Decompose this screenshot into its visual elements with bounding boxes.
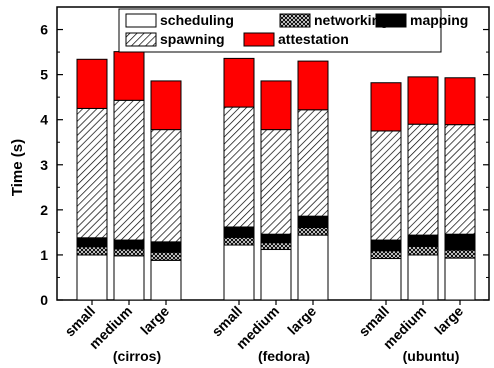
bar-segment-scheduling <box>113 255 145 301</box>
legend-swatch-spawning <box>125 32 157 47</box>
bar-segment-networking <box>297 226 329 236</box>
x-category-label: large <box>431 303 466 338</box>
bar-segment-networking <box>260 242 292 251</box>
bar-segment-mapping <box>260 233 292 244</box>
bar-segment-attestation <box>260 80 292 131</box>
legend-label-scheduling: scheduling <box>160 12 234 28</box>
group-label: (fedora) <box>258 348 310 364</box>
bar-segment-mapping <box>407 234 439 247</box>
bar-segment-scheduling <box>150 259 182 301</box>
legend-label-attestation: attestation <box>278 31 349 47</box>
legend-label-networking: networking <box>314 12 389 28</box>
bar-segment-networking <box>223 236 255 246</box>
bar-segment-spawning <box>113 99 145 241</box>
x-category-label: large <box>284 303 319 338</box>
bar-segment-scheduling <box>370 258 402 301</box>
group-label: (ubuntu) <box>403 348 460 364</box>
y-tick-label: 3 <box>40 157 48 173</box>
bar-segment-attestation <box>444 77 476 126</box>
bar-segment-networking <box>407 245 439 256</box>
bar-segment-mapping <box>370 239 402 252</box>
bar-segment-networking <box>444 249 476 259</box>
group-label: (cirros) <box>113 348 161 364</box>
legend-swatch-networking <box>279 13 311 28</box>
bar-segment-spawning <box>444 124 476 235</box>
bar-segment-mapping <box>297 215 329 228</box>
bar-segment-mapping <box>113 239 145 250</box>
legend-swatch-attestation <box>243 32 275 47</box>
bar-segment-networking <box>150 251 182 261</box>
bar-segment-spawning <box>223 106 255 228</box>
legend-label-mapping: mapping <box>410 12 468 28</box>
bar-segment-scheduling <box>260 249 292 301</box>
bar-segment-mapping <box>76 237 108 248</box>
y-tick-label: 4 <box>40 112 48 128</box>
bar-segment-scheduling <box>444 257 476 301</box>
bar-segment-networking <box>113 248 145 257</box>
bar-segment-spawning <box>407 123 439 236</box>
bar-segment-scheduling <box>76 254 108 301</box>
bar-segment-mapping <box>223 226 255 238</box>
bar-segment-attestation <box>407 76 439 125</box>
bar-segment-spawning <box>150 129 182 243</box>
bar-segment-scheduling <box>223 244 255 301</box>
y-tick-label: 0 <box>40 292 48 308</box>
bar-segment-scheduling <box>297 234 329 301</box>
y-tick-label: 1 <box>40 247 48 263</box>
bar-segment-attestation <box>297 60 329 111</box>
legend-swatch-mapping <box>375 13 407 28</box>
bar-segment-mapping <box>444 233 476 251</box>
legend-swatch-scheduling <box>125 13 157 28</box>
y-tick-label: 5 <box>40 67 48 83</box>
bar-segment-spawning <box>370 130 402 241</box>
bar-segment-spawning <box>297 109 329 217</box>
bar-segment-networking <box>76 246 108 256</box>
legend-label-spawning: spawning <box>160 31 225 47</box>
bar-segment-spawning <box>76 107 108 239</box>
bar-segment-scheduling <box>407 254 439 301</box>
x-category-label: large <box>137 303 172 338</box>
bar-segment-attestation <box>370 82 402 132</box>
bar-segment-attestation <box>150 80 182 131</box>
bar-segment-attestation <box>76 58 108 109</box>
bar-segment-attestation <box>223 57 255 108</box>
y-tick-label: 6 <box>40 22 48 38</box>
bar-segment-mapping <box>150 241 182 253</box>
bar-segment-spawning <box>260 129 292 235</box>
y-tick-label: 2 <box>40 202 48 218</box>
y-axis-title: Time (s) <box>9 139 26 196</box>
bar-segment-attestation <box>113 51 145 101</box>
bar-segment-networking <box>370 250 402 260</box>
